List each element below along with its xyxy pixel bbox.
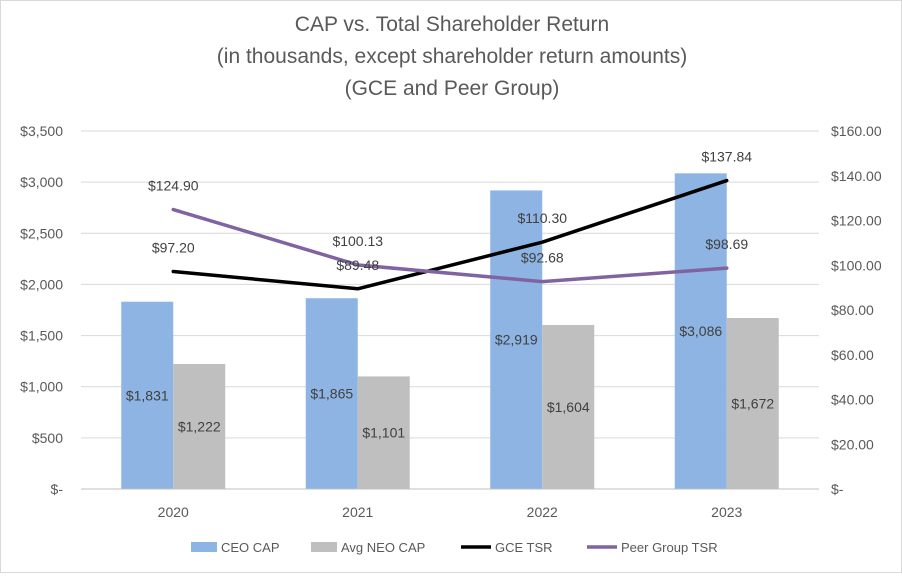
- left-tick-label: $1,000: [20, 379, 63, 395]
- line-gce-tsr: [171, 178, 729, 291]
- line-peer-group-tsr: [171, 207, 729, 284]
- data-label: $110.30: [517, 210, 567, 226]
- data-label: $89.48: [336, 257, 379, 273]
- bar-ceo-cap: [490, 190, 543, 490]
- data-label: $124.90: [148, 178, 199, 194]
- bar-ceo-cap: [121, 301, 174, 489]
- legend-label: Avg NEO CAP: [341, 540, 425, 555]
- left-tick-label: $1,500: [20, 328, 63, 344]
- x-tick-label: 2020: [158, 504, 189, 520]
- bar-series: [121, 173, 779, 490]
- data-label: $98.69: [705, 236, 748, 252]
- data-label: $1,222: [178, 419, 221, 435]
- data-label: $1,101: [362, 425, 405, 441]
- data-label: $3,086: [679, 323, 722, 339]
- legend-swatch: [191, 542, 217, 552]
- right-tick-label: $20.00: [831, 436, 874, 452]
- left-tick-label: $2,000: [20, 276, 63, 292]
- chart-title-line-2: (in thousands, except shareholder return…: [217, 45, 687, 68]
- chart-title: CAP vs. Total Shareholder Return (in tho…: [217, 13, 687, 100]
- right-tick-label: $120.00: [831, 213, 882, 229]
- legend-label: GCE TSR: [495, 540, 553, 555]
- right-tick-label: $100.00: [831, 257, 882, 273]
- legend-label: CEO CAP: [221, 540, 280, 555]
- left-tick-label: $3,000: [20, 174, 63, 190]
- data-label: $137.84: [701, 149, 752, 165]
- data-labels: $1,831 $1,865 $2,919 $3,086 $1,222 $1,101 $1,6…: [126, 149, 775, 441]
- legend-swatch: [311, 542, 337, 552]
- right-tick-label: $160.00: [831, 123, 882, 139]
- data-label: $1,604: [547, 399, 590, 415]
- left-axis-tick-labels: $- $500 $1,000 $1,500 $2,000 $2,500 $3,000 $3,5…: [20, 123, 63, 497]
- x-axis: 2020 2021 2022 2023: [81, 488, 819, 520]
- left-tick-label: $-: [51, 481, 64, 497]
- bar-avg-neo-cap: [357, 376, 410, 489]
- data-label: $1,672: [731, 395, 774, 411]
- data-label: $1,865: [310, 386, 353, 402]
- right-tick-label: $140.00: [831, 168, 882, 184]
- data-label: $1,831: [126, 387, 169, 403]
- left-tick-label: $3,500: [20, 123, 63, 139]
- data-label: $97.20: [152, 240, 195, 256]
- legend: CEO CAP Avg NEO CAP GCE TSR Peer Group TSR: [191, 540, 718, 555]
- line-series: [171, 178, 729, 291]
- x-tick-label: 2021: [342, 504, 373, 520]
- x-tick-label: 2023: [711, 504, 742, 520]
- chart-title-line-3: (GCE and Peer Group): [345, 77, 560, 100]
- chart-title-line-1: CAP vs. Total Shareholder Return: [295, 13, 609, 36]
- x-tick-label: 2022: [527, 504, 558, 520]
- left-tick-label: $500: [32, 430, 63, 446]
- bar-ceo-cap: [674, 173, 727, 489]
- right-tick-label: $60.00: [831, 347, 874, 363]
- left-tick-label: $2,500: [20, 225, 63, 241]
- bar-avg-neo-cap: [542, 324, 595, 489]
- right-tick-label: $80.00: [831, 302, 874, 318]
- data-label: $2,919: [495, 332, 538, 348]
- legend-label: Peer Group TSR: [621, 540, 718, 555]
- bar-avg-neo-cap: [173, 364, 226, 489]
- right-tick-label: $40.00: [831, 392, 874, 408]
- data-label: $92.68: [521, 250, 564, 266]
- bar-avg-neo-cap: [726, 317, 779, 489]
- right-tick-label: $-: [831, 481, 844, 497]
- bar-ceo-cap: [305, 298, 358, 489]
- data-label: $100.13: [332, 233, 383, 249]
- right-axis-tick-labels: $- $20.00 $40.00 $60.00 $80.00 $100.00 $120.00…: [831, 123, 882, 497]
